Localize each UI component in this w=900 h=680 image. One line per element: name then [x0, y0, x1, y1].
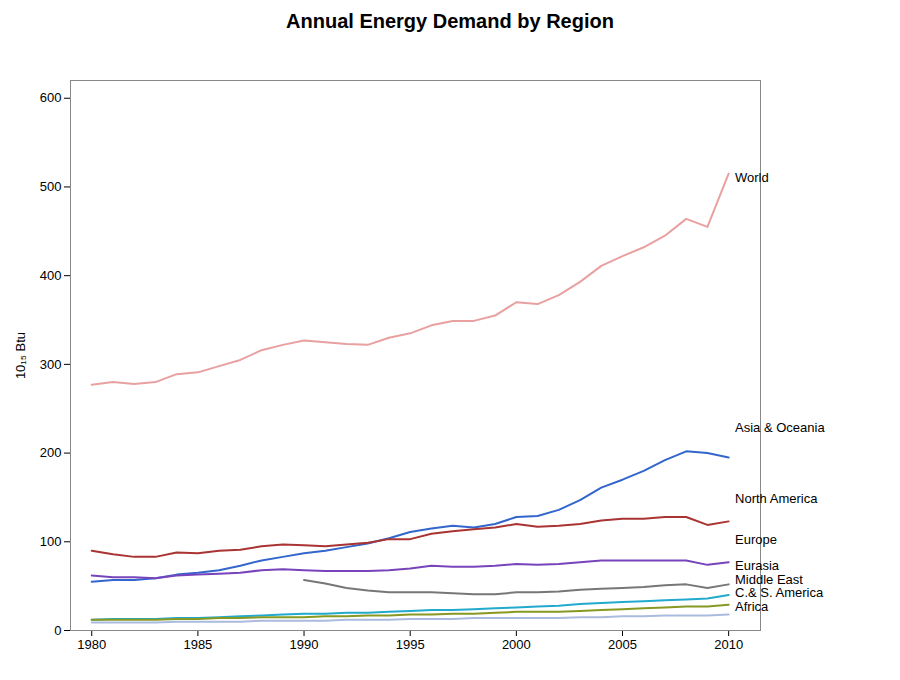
svg-text:C.& S. America: C.& S. America — [735, 585, 824, 601]
svg-text:200: 200 — [40, 445, 62, 460]
html-text:Annual Energy Demand by Region: Annual Energy Demand by Region — [286, 10, 614, 32]
svg-text:500: 500 — [40, 179, 62, 194]
svg-text:0: 0 — [54, 623, 61, 638]
svg-text:300: 300 — [40, 357, 62, 372]
svg-text:100: 100 — [40, 534, 62, 549]
svg-text:1995: 1995 — [396, 637, 425, 652]
svg-text:1980: 1980 — [77, 637, 106, 652]
svg-text:10₁₅ Btu: 10₁₅ Btu — [13, 332, 28, 379]
svg-text:Middle East: Middle East — [735, 572, 803, 588]
svg-text:Africa: Africa — [735, 599, 769, 614]
svg-text:Eurasia: Eurasia — [735, 558, 780, 573]
svg-text:2010: 2010 — [714, 637, 743, 652]
svg-text:600: 600 — [40, 90, 62, 105]
svg-text:2000: 2000 — [502, 637, 531, 652]
svg-text:1990: 1990 — [290, 637, 319, 652]
svg-text:2005: 2005 — [608, 637, 637, 652]
svg-text:North America: North America — [735, 491, 818, 506]
svg-text:World: World — [735, 170, 769, 185]
svg-text:1985: 1985 — [183, 637, 212, 652]
svg-text:Asia & Oceania: Asia & Oceania — [735, 420, 825, 435]
svg-text:400: 400 — [40, 268, 62, 283]
svg-text:Europe: Europe — [735, 532, 777, 547]
